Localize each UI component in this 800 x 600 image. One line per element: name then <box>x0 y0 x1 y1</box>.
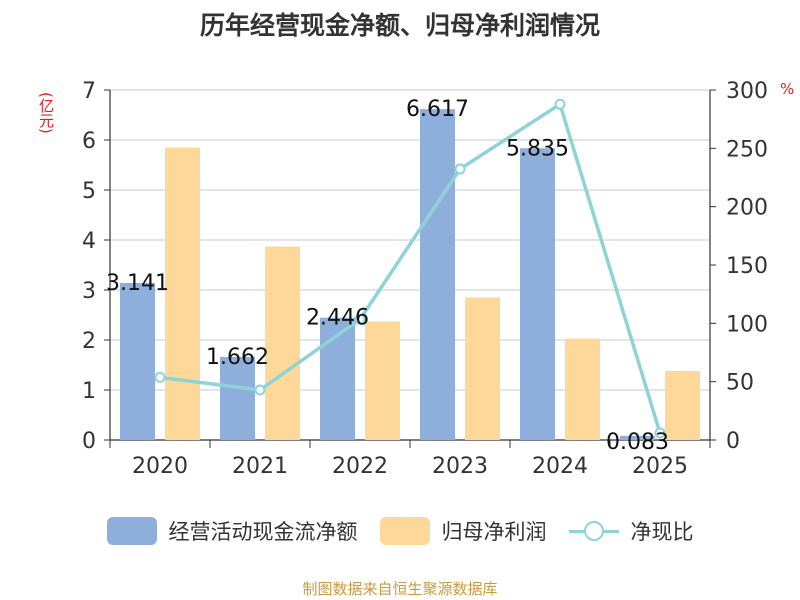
ratio-point <box>454 163 466 175</box>
data-label-cashflow: 0.083 <box>606 430 669 455</box>
y-left-tick-label: 2 <box>82 329 96 354</box>
bar-net-profit <box>265 246 300 440</box>
right-axis-unit: % <box>780 80 795 98</box>
data-label-cashflow: 3.141 <box>106 271 169 296</box>
ratio-point <box>354 313 366 325</box>
y-right-tick-label: 150 <box>726 254 768 279</box>
bar-cashflow <box>620 435 655 440</box>
chart-title: 历年经营现金净额、归母净利润情况 <box>199 11 600 40</box>
source-note: 制图数据来自恒生聚源数据库 <box>302 580 498 598</box>
data-label-cashflow: 5.835 <box>506 136 569 161</box>
y-left-tick-label: 6 <box>82 129 96 154</box>
x-tick-label: 2020 <box>132 454 188 479</box>
bar-cashflow <box>420 109 455 441</box>
bar-cashflow <box>320 317 355 440</box>
ratio-line <box>159 102 662 434</box>
y-right-tick-label: 100 <box>726 312 768 337</box>
y-left-tick-label: 1 <box>82 379 96 404</box>
left-axis-unit: (亿元) <box>37 92 55 134</box>
bar-cashflow <box>220 356 255 440</box>
x-tick-label: 2021 <box>232 454 288 479</box>
y-left-tick-label: 7 <box>82 79 96 104</box>
bar-cashflow <box>120 282 155 440</box>
legend-swatch-cashflow <box>106 517 157 545</box>
bar-net-profit <box>365 321 400 440</box>
legend-item-cashflow[interactable]: 经营活动现金流净额 <box>106 516 358 546</box>
ratio-point <box>154 371 166 383</box>
y-left-tick-label: 0 <box>82 429 96 454</box>
x-tick-label: 2022 <box>332 454 388 479</box>
legend-label-cashflow: 经营活动现金流净额 <box>168 520 358 544</box>
x-tick-label: 2023 <box>432 454 488 479</box>
y-right-tick-label: 300 <box>726 79 768 104</box>
legend-label-net-profit: 归母净利润 <box>441 520 547 544</box>
bar-cashflow <box>520 148 555 440</box>
data-label-cashflow: 6.617 <box>406 97 469 122</box>
bar-net-profit <box>165 147 200 440</box>
y-left-tick-label: 5 <box>82 179 96 204</box>
legend-item-net-profit[interactable]: 归母净利润 <box>379 516 547 546</box>
legend: 经营活动现金流净额 归母净利润 净现比 <box>0 516 800 546</box>
y-right-tick-label: 0 <box>726 429 740 454</box>
data-label-cashflow: 1.662 <box>206 345 269 370</box>
legend-swatch-net-profit <box>379 517 430 545</box>
y-left-tick-label: 4 <box>82 229 96 254</box>
x-tick-label: 2024 <box>532 454 588 479</box>
bar-net-profit <box>465 297 500 440</box>
legend-item-ratio[interactable]: 净现比 <box>568 516 694 546</box>
y-left-tick-label: 3 <box>82 279 96 304</box>
y-right-tick-label: 50 <box>726 371 754 396</box>
y-right-tick-label: 200 <box>726 196 768 221</box>
ratio-point <box>654 427 666 439</box>
x-tick-label: 2025 <box>632 454 688 479</box>
legend-swatch-ratio <box>568 517 619 545</box>
y-right-tick-label: 250 <box>726 137 768 162</box>
bar-net-profit <box>665 371 700 440</box>
legend-label-ratio: 净现比 <box>630 520 694 544</box>
data-label-cashflow: 2.446 <box>306 306 369 331</box>
bar-net-profit <box>565 338 600 440</box>
ratio-point <box>254 384 266 396</box>
ratio-point <box>554 98 566 110</box>
